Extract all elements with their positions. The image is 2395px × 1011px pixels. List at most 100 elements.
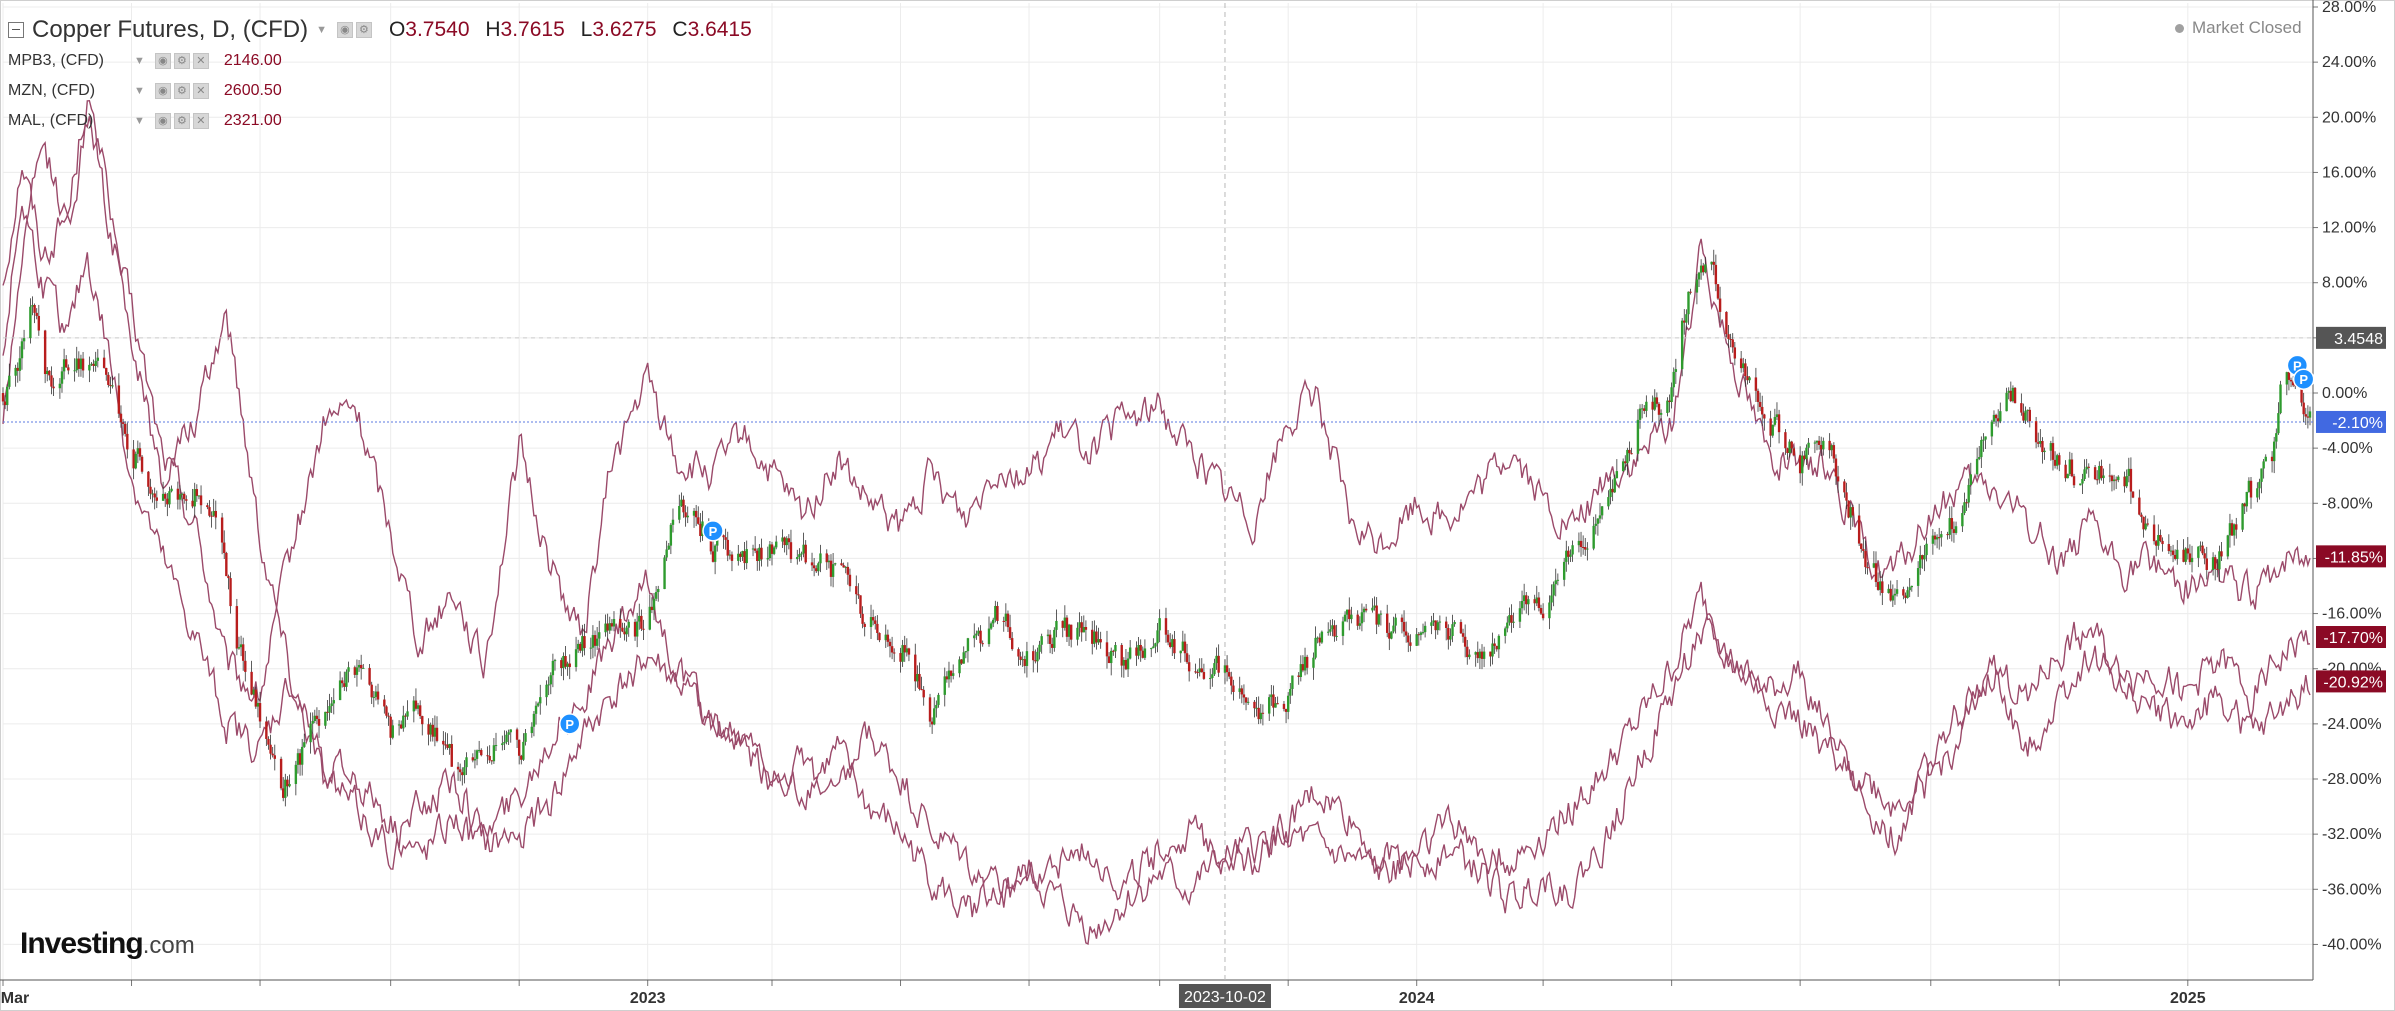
candle-body (22, 338, 26, 342)
candle-body (560, 660, 563, 669)
candle-body (111, 385, 114, 387)
legend-row-mpb3: MPB3, (CFD) ▼ ◉ ⚙ ✕ 2146.00 (8, 46, 752, 76)
visibility-icon[interactable]: ◉ (336, 22, 353, 38)
candle-body (2190, 557, 2194, 563)
candle-body (1611, 488, 1614, 493)
event-marker (2292, 368, 2315, 390)
candle-body (1002, 620, 1005, 622)
candle-body (598, 632, 601, 639)
candle-body (1954, 526, 1958, 533)
candle-body (2058, 455, 2061, 465)
candle-body (374, 691, 378, 697)
candle-body (1621, 461, 1625, 472)
gear-icon[interactable]: ⚙ (355, 22, 372, 38)
candle-body (2260, 468, 2263, 482)
candle-body (2249, 480, 2253, 498)
chevron-down-icon[interactable]: ▼ (316, 24, 327, 36)
candle-body (1670, 387, 1673, 403)
candle-body (933, 708, 936, 725)
candle-body (2241, 503, 2244, 530)
candle-body (844, 566, 847, 568)
instrument-title[interactable]: Copper Futures, D, (CFD) (32, 16, 309, 43)
candle-body (1407, 635, 1410, 643)
candle-body (1636, 419, 1640, 454)
visibility-icon[interactable]: ◉ (154, 53, 171, 69)
candle-body (2043, 450, 2046, 453)
candle-body (1994, 414, 1998, 419)
candle-body (848, 574, 852, 587)
candle-body (914, 654, 917, 682)
y-tick-label: -4.00% (2322, 440, 2373, 457)
visibility-icon[interactable]: ◉ (154, 113, 171, 129)
candle-body (88, 364, 91, 371)
candle-body (195, 489, 199, 496)
candle-body (886, 634, 890, 642)
candle-body (507, 732, 510, 735)
candle-body (480, 749, 483, 756)
chevron-down-icon[interactable]: ▼ (134, 85, 145, 97)
close-icon[interactable]: ✕ (192, 53, 209, 69)
candle-body (1187, 662, 1191, 672)
candle-body (1025, 651, 1029, 666)
close-icon[interactable]: ✕ (192, 83, 209, 99)
chevron-down-icon[interactable]: ▼ (134, 115, 145, 127)
candle-body (1961, 513, 1964, 527)
candle-body (768, 544, 772, 559)
close-icon[interactable]: ✕ (192, 113, 209, 129)
candle-body (1276, 703, 1279, 705)
candle-body (43, 330, 47, 375)
candle-body (1444, 621, 1448, 628)
candle-body (303, 742, 306, 747)
candle-body (1820, 444, 1823, 450)
candle-body (2197, 546, 2200, 558)
candle-body (1318, 637, 1321, 643)
candle-body (296, 753, 300, 765)
overlay-name[interactable]: MZN, (CFD) (8, 82, 96, 99)
event-marker-label: P (565, 717, 574, 732)
crosshair-date-label: 2023-10-02 (1184, 989, 1266, 1006)
candle-body (1978, 457, 1981, 459)
candle-body (787, 538, 791, 543)
candle-body (739, 553, 742, 557)
candle-body (2026, 409, 2029, 411)
overlay-name[interactable]: MPB3, (CFD) (8, 52, 104, 69)
candle-body (2277, 413, 2280, 434)
collapse-legend-icon[interactable] (8, 22, 24, 38)
candle-body (1034, 660, 1037, 662)
candle-body (1889, 588, 1892, 601)
candle-body (992, 619, 995, 624)
candle-body (2157, 535, 2160, 546)
candle-body (237, 647, 241, 649)
candle-body (2102, 475, 2105, 479)
gear-icon[interactable]: ⚙ (173, 53, 190, 69)
candle-body (2007, 390, 2010, 393)
candle-body (105, 367, 108, 375)
candle-body (937, 694, 940, 705)
candle-body (170, 488, 173, 492)
visibility-icon[interactable]: ◉ (154, 83, 171, 99)
candle-body (711, 551, 715, 562)
overlay-name[interactable]: MAL, (CFD) (8, 112, 94, 129)
candle-body (1289, 688, 1292, 696)
candle-body (2051, 443, 2055, 460)
candle-body (212, 510, 215, 516)
candle-body (147, 471, 150, 487)
candle-body (1600, 506, 1604, 516)
candle-body (1592, 525, 1595, 549)
candle-body (1217, 655, 1220, 673)
candle-body (2182, 549, 2185, 562)
candle-body (1008, 627, 1012, 639)
candle-body (1491, 643, 1494, 657)
candle-body (859, 595, 862, 614)
gear-icon[interactable]: ⚙ (173, 83, 190, 99)
candle-body (67, 367, 70, 371)
gear-icon[interactable]: ⚙ (173, 113, 190, 129)
candle-body (869, 617, 873, 627)
candle-body (2289, 379, 2293, 382)
chevron-down-icon[interactable]: ▼ (134, 55, 145, 67)
candle-body (16, 367, 19, 371)
candle-body (444, 744, 447, 746)
candle-body (1463, 636, 1467, 647)
